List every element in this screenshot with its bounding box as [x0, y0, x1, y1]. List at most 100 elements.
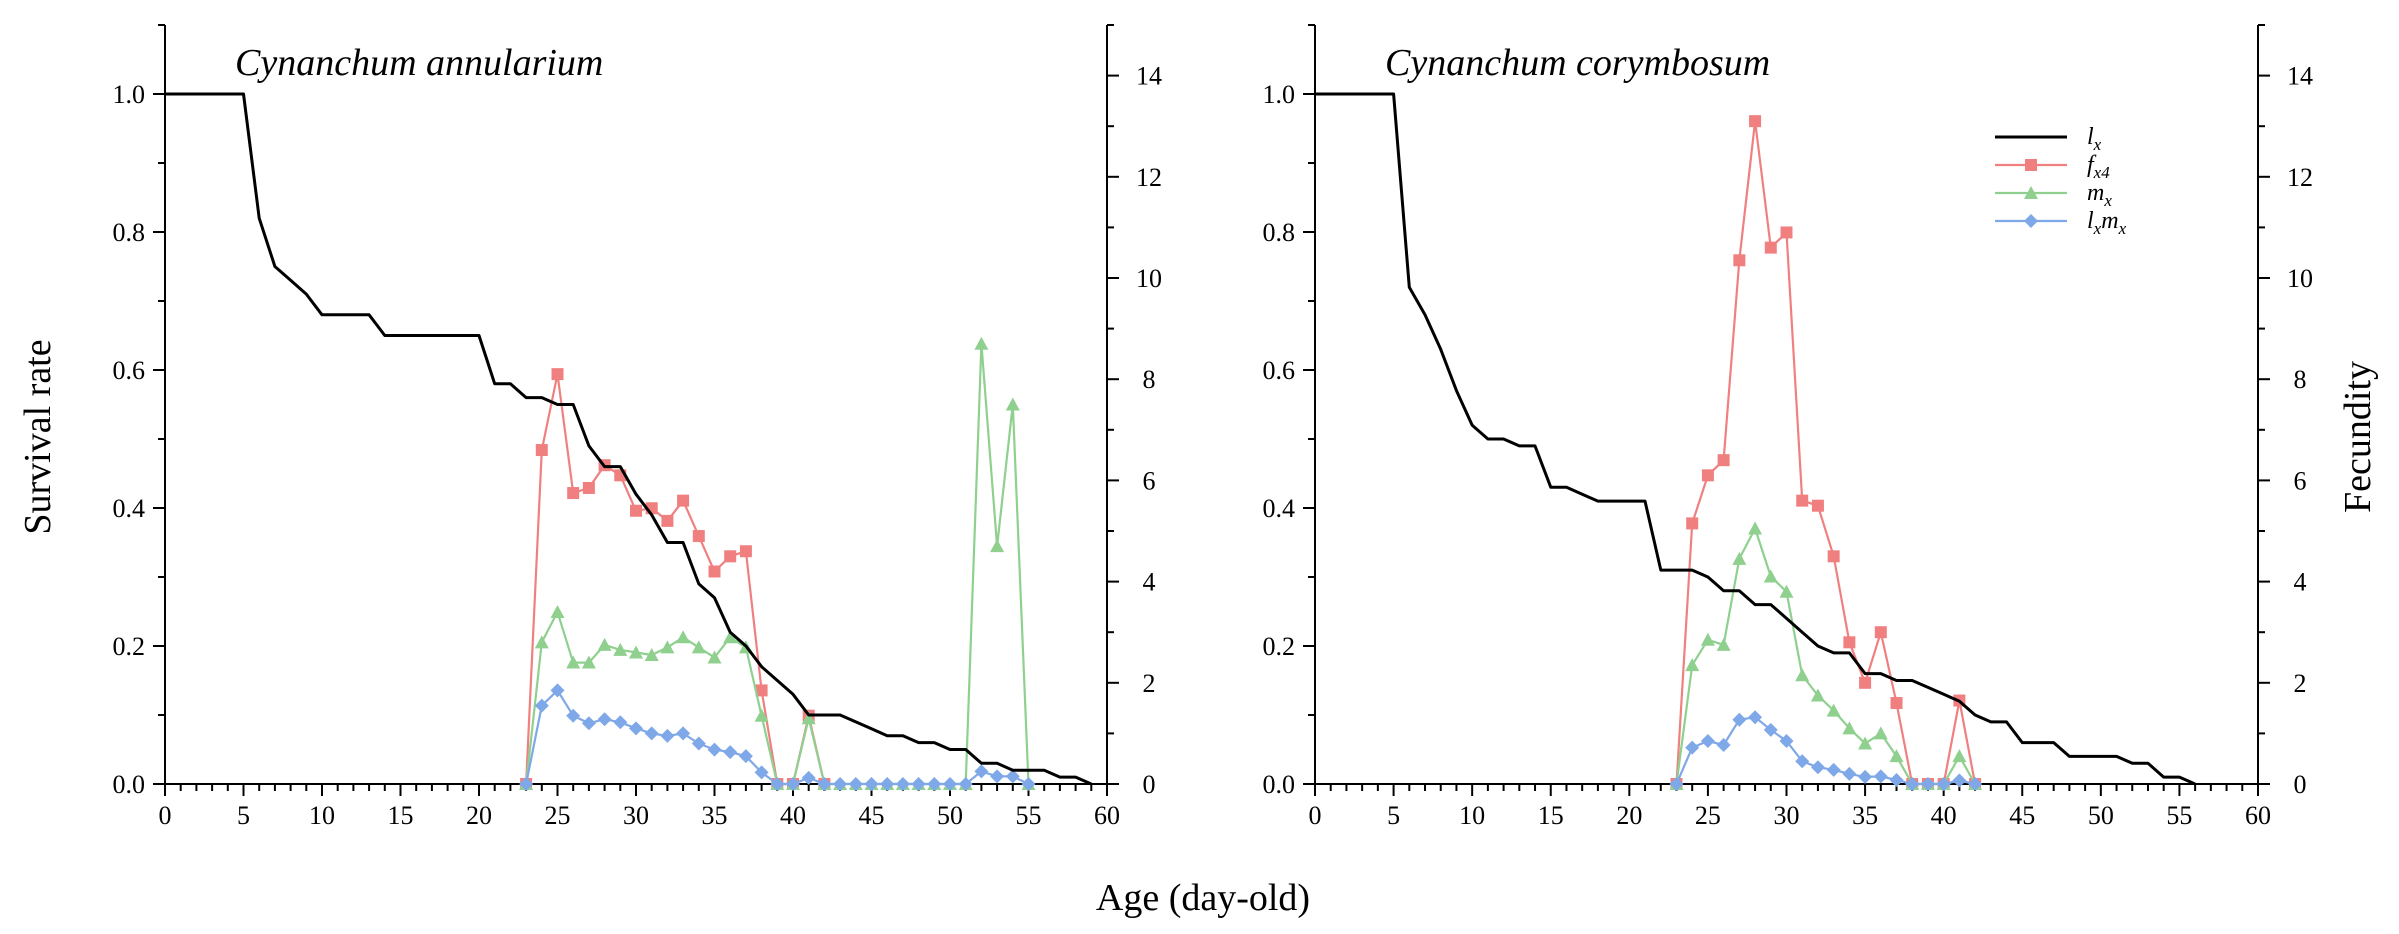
point-mx — [754, 708, 769, 722]
point-lxmx — [817, 777, 832, 791]
point-fx4 — [1733, 254, 1746, 267]
point-mx — [1763, 569, 1778, 583]
y-axis-label-right: Fecundity — [2337, 361, 2379, 513]
series-line-fx4 — [1675, 120, 1977, 786]
x-tick-label: 5 — [1387, 801, 1400, 830]
y-left-tick-label: 0.6 — [113, 356, 146, 385]
x-tick-label: 60 — [1094, 801, 1120, 830]
point-lxmx — [1858, 769, 1873, 784]
point-lxmx — [1905, 777, 1920, 791]
point-lxmx — [943, 777, 957, 791]
x-tick-label: 55 — [1016, 801, 1042, 830]
point-lxmx — [958, 777, 973, 791]
x-tick-label: 30 — [623, 801, 649, 830]
point-lxmx — [644, 726, 659, 741]
point-mx — [629, 645, 643, 659]
point-lxmx — [676, 726, 691, 741]
point-lxmx — [895, 777, 910, 791]
y-left-tick-label: 0.8 — [1263, 218, 1296, 247]
point-mx — [1732, 551, 1747, 565]
y-right-tick-label: 2 — [1143, 669, 1156, 698]
point-fx4 — [1749, 115, 1762, 128]
panel-title: Cynanchum corymbosum — [1385, 42, 1770, 84]
point-fx4 — [535, 444, 548, 457]
y-axis-label-left: Survival rate — [17, 339, 59, 534]
point-lxmx — [566, 708, 581, 723]
x-tick-label: 0 — [159, 801, 172, 830]
series-fx4 — [520, 368, 831, 790]
series-lxmx — [1669, 710, 1983, 791]
point-fx4 — [1811, 499, 1824, 512]
series-line-lx — [165, 92, 1092, 786]
y-right-tick-label: 0 — [1143, 770, 1156, 799]
point-lxmx — [581, 716, 596, 731]
point-fx4 — [724, 550, 737, 563]
point-mx — [974, 336, 989, 350]
series-line-lxmx — [525, 689, 1029, 786]
point-mx — [1873, 726, 1888, 740]
series-line-lxmx — [1675, 716, 1976, 786]
point-fx4 — [1764, 241, 1777, 254]
point-lxmx — [1826, 762, 1841, 777]
point-lxmx — [990, 769, 1005, 784]
point-mx — [691, 640, 706, 654]
point-fx4 — [630, 504, 642, 517]
legend-main: f — [2087, 152, 2097, 178]
point-fx4 — [1827, 550, 1840, 563]
point-mx — [723, 630, 738, 644]
x-tick-label: 15 — [1538, 801, 1564, 830]
legend-item-lxmx: lxmx — [1995, 208, 2127, 238]
point-lxmx — [1936, 777, 1951, 791]
x-tick-label: 50 — [937, 801, 963, 830]
point-fx4 — [661, 514, 674, 527]
point-lxmx — [1716, 738, 1731, 753]
point-lxmx — [880, 777, 895, 791]
point-mx — [1795, 668, 1810, 682]
legend-marker-lxmx — [2024, 214, 2038, 228]
point-mx — [644, 647, 659, 661]
x-tick-label: 20 — [466, 801, 492, 830]
point-mx — [613, 642, 628, 656]
x-tick-label: 35 — [702, 801, 728, 830]
point-lxmx — [1968, 777, 1983, 791]
point-lxmx — [629, 721, 643, 736]
point-lxmx — [848, 777, 863, 791]
point-fx4 — [1686, 517, 1699, 530]
point-lxmx — [1795, 754, 1810, 769]
point-mx — [1842, 721, 1857, 735]
series-lx — [165, 92, 1092, 786]
point-lxmx — [754, 765, 769, 780]
y-right-tick-label: 6 — [1143, 466, 1156, 495]
y-left-tick-label: 0.4 — [1263, 494, 1296, 523]
point-fx4 — [1859, 676, 1872, 689]
x-tick-label: 45 — [859, 801, 885, 830]
point-fx4 — [1874, 626, 1887, 639]
point-lxmx — [519, 777, 534, 791]
series-line-lx — [1315, 92, 2196, 786]
y-right-tick-label: 10 — [2287, 264, 2313, 293]
legend-subscript: x4 — [2093, 163, 2111, 182]
point-lxmx — [864, 777, 879, 791]
point-fx4 — [1701, 469, 1714, 482]
y-left-tick-label: 0.2 — [1263, 632, 1296, 661]
x-tick-label: 5 — [237, 801, 250, 830]
point-fx4 — [1890, 697, 1903, 710]
x-tick-label: 0 — [1309, 801, 1322, 830]
point-lxmx — [1920, 777, 1935, 791]
point-fx4 — [1717, 454, 1730, 467]
point-fx4 — [755, 684, 768, 697]
y-left-tick-label: 0.2 — [113, 632, 146, 661]
x-tick-label: 10 — [1459, 801, 1485, 830]
y-right-tick-label: 12 — [1136, 163, 1162, 192]
x-tick-label: 60 — [2245, 801, 2271, 830]
legend-subscript: x — [2093, 135, 2102, 154]
legend-item-lx: lx — [1995, 124, 2102, 154]
point-lxmx — [1889, 772, 1904, 787]
point-fx4 — [1796, 494, 1809, 507]
y-left-tick-label: 1.0 — [1263, 80, 1296, 109]
point-mx — [581, 655, 596, 669]
x-tick-label: 15 — [388, 801, 414, 830]
point-lxmx — [534, 698, 549, 713]
point-lxmx — [1700, 733, 1715, 748]
